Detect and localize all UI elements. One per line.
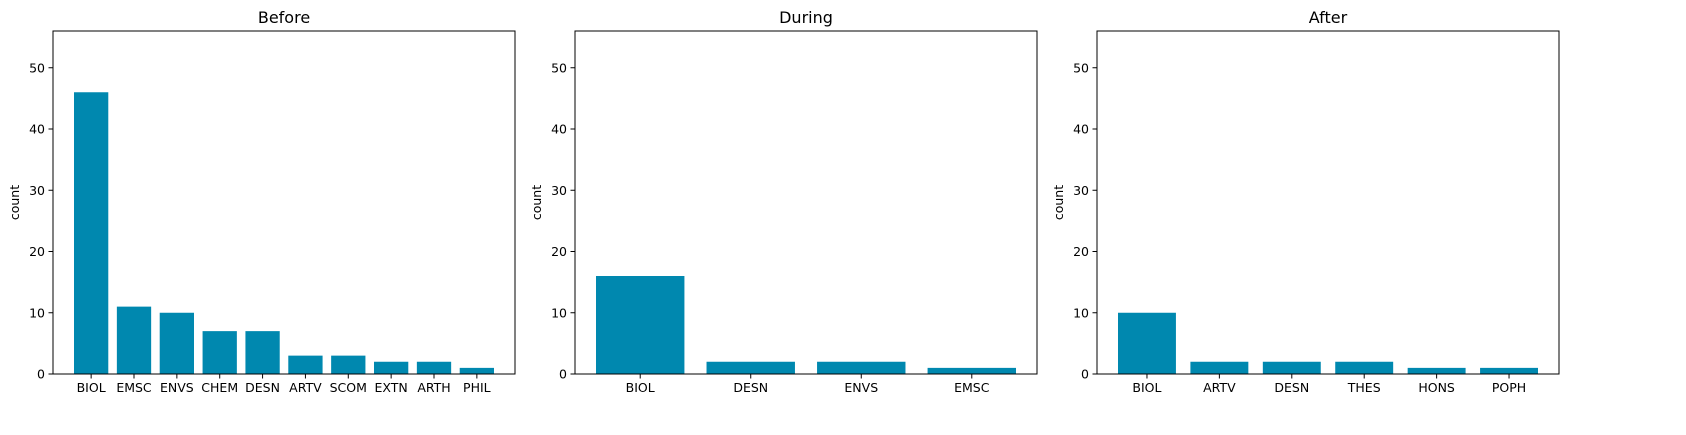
y-tick-label: 50 xyxy=(1073,60,1089,75)
y-tick-label: 0 xyxy=(559,367,567,382)
bar-desn xyxy=(245,331,280,375)
bar-arth xyxy=(416,361,452,374)
y-tick-label: 20 xyxy=(551,244,567,259)
bar-poph xyxy=(1480,367,1538,375)
y-tick-label: 50 xyxy=(29,60,45,75)
y-tick-label: 40 xyxy=(1073,122,1089,137)
y-tick-label: 40 xyxy=(29,122,45,137)
x-tick-label: EMSC xyxy=(954,380,990,395)
bar-emsc xyxy=(116,306,152,375)
y-tick-label: 10 xyxy=(29,305,45,320)
bar-biol xyxy=(74,92,109,374)
bar-artv xyxy=(1190,361,1249,374)
y-tick-label: 20 xyxy=(1073,244,1089,259)
bar-scom xyxy=(331,355,366,375)
chart-title: Before xyxy=(258,8,310,27)
x-tick-label: BIOL xyxy=(1132,380,1161,395)
bar-hons xyxy=(1407,367,1466,375)
x-tick-label: EMSC xyxy=(116,380,152,395)
y-tick-label: 20 xyxy=(29,244,45,259)
x-tick-label: THES xyxy=(1347,380,1381,395)
y-tick-label: 10 xyxy=(1073,305,1089,320)
chart-title: After xyxy=(1309,8,1348,27)
bar-desn xyxy=(1262,361,1321,374)
y-tick-label: 0 xyxy=(1081,367,1089,382)
x-tick-label: ARTH xyxy=(417,380,450,395)
x-tick-label: HONS xyxy=(1418,380,1455,395)
y-tick-label: 0 xyxy=(37,367,45,382)
x-tick-label: DESN xyxy=(733,380,768,395)
x-tick-label: POPH xyxy=(1492,380,1526,395)
y-axis-label: count xyxy=(1051,185,1066,220)
y-tick-label: 30 xyxy=(551,183,567,198)
bar-envs xyxy=(159,312,194,374)
bar-desn xyxy=(706,361,795,374)
x-tick-label: ARTV xyxy=(1203,380,1236,395)
x-tick-label: ENVS xyxy=(160,380,194,395)
x-tick-label: SCOM xyxy=(330,380,367,395)
chart-panel-after: BIOL ARTV DESN THES HONS POPH 0 10 20 30 40 50 count… xyxy=(1051,8,1560,395)
y-axis-label: count xyxy=(7,185,22,220)
chart-title: During xyxy=(779,8,833,27)
bar-thes xyxy=(1335,361,1394,374)
bar-extn xyxy=(374,361,409,374)
bar-envs xyxy=(817,361,906,374)
x-tick-label: PHIL xyxy=(463,380,491,395)
x-tick-label: DESN xyxy=(245,380,280,395)
y-tick-label: 30 xyxy=(29,183,45,198)
bar-chem xyxy=(202,331,237,375)
plot-frame xyxy=(574,30,1038,375)
bar-biol xyxy=(596,276,685,374)
bar-phil xyxy=(459,367,494,375)
y-tick-label: 30 xyxy=(1073,183,1089,198)
y-tick-label: 40 xyxy=(551,122,567,137)
x-tick-label: ENVS xyxy=(844,380,878,395)
bar-emsc xyxy=(927,367,1016,375)
x-tick-label: BIOL xyxy=(626,380,655,395)
bar-artv xyxy=(288,355,323,375)
x-tick-label: BIOL xyxy=(77,380,106,395)
y-tick-label: 10 xyxy=(551,305,567,320)
plot-frame xyxy=(1096,30,1560,375)
x-tick-label: CHEM xyxy=(201,380,238,395)
plot-frame xyxy=(52,30,516,375)
y-axis-label: count xyxy=(529,185,544,220)
x-tick-label: DESN xyxy=(1274,380,1309,395)
x-tick-label: EXTN xyxy=(375,380,408,395)
bar-biol xyxy=(1118,312,1176,374)
y-tick-label: 50 xyxy=(551,60,567,75)
chart-panel-before: BIOL EMSC ENVS CHEM DESN ARTV SCOM EXTN ARTH PHIL… xyxy=(7,8,516,395)
chart-panel-during: BIOL DESN ENVS EMSC 0 10 20 30 40 50 count During xyxy=(529,8,1038,395)
x-tick-label: ARTV xyxy=(289,380,322,395)
